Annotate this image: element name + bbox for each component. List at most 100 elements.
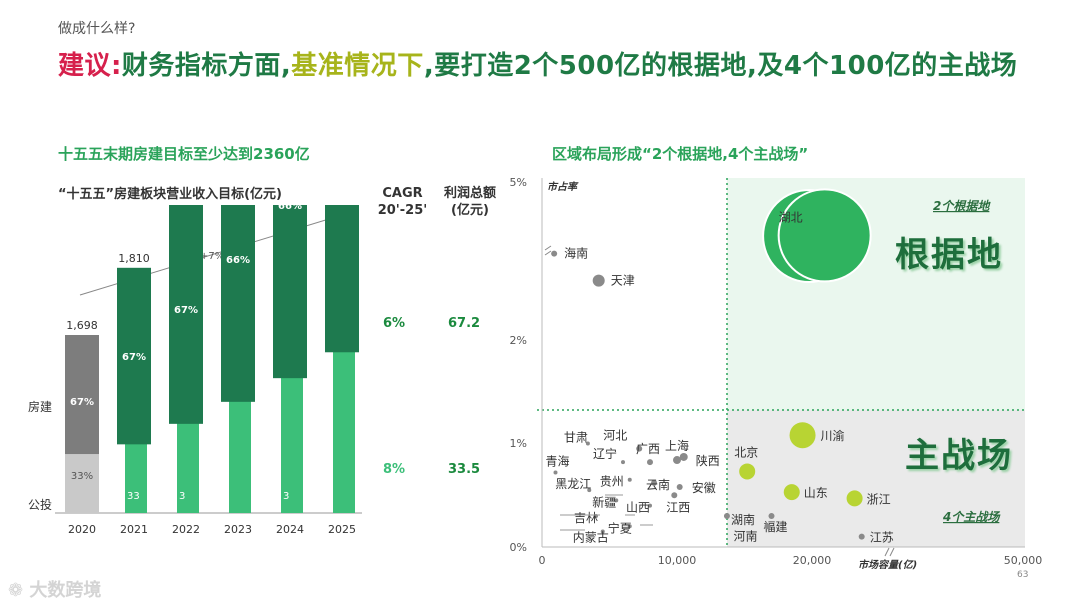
right-section-title: 区域布局形成“2个根据地,4个主战场” [552,145,809,163]
cagr-header: CAGR 20'-25' [377,186,428,218]
share-label-gongtou-2022: 3 [179,491,185,502]
point-北京 [739,463,756,480]
point-上海 [673,456,681,465]
point-label-湖北: 湖北 [779,209,803,224]
point-贵州 [627,477,632,482]
point-label-江苏: 江苏 [870,531,894,545]
point-label-山东: 山东 [804,486,828,500]
point-内蒙古 [600,529,605,534]
category-label-2024: 2024 [276,523,304,536]
x-tick-50,000: 50,000 [1004,554,1043,567]
point-label-福建: 福建 [764,519,788,534]
bar-fangjian-2022 [169,205,203,424]
point-宁夏 [627,524,632,529]
share-label-gongtou-2021: 33 [127,491,140,502]
point-label-海南: 海南 [564,246,588,261]
profit-value-2: 33.5 [448,462,481,477]
point-label-吉林: 吉林 [574,511,598,525]
y-tick-5%: 5% [510,176,527,189]
y-tick-0%: 0% [510,541,527,554]
headline-part4: ,要打造2个500亿的根据地,及4个100亿的主战场 [423,51,1018,81]
bar-fangjian-2021 [117,267,151,445]
point-河北 [636,445,643,452]
bar-chart: +7% 67%33%1,698202067%331,810202167%31,9… [55,205,362,536]
point-label-辽宁: 辽宁 [593,446,617,461]
point-label-江西: 江西 [666,500,690,514]
x-tick-10,000: 10,000 [658,554,697,567]
point-label-川渝: 川渝 [821,428,845,443]
x-axis-break [884,547,895,557]
point-label-宁夏: 宁夏 [608,520,632,535]
share-label-fangjian-2022: 67% [174,305,198,316]
point-青海 [553,470,558,475]
base-quadrant-label: 2个根据地 [933,199,991,213]
kicker-question: 做成什么样? [58,21,136,37]
point-陕西 [679,452,688,461]
share-label-fangjian-2021: 67% [122,352,146,363]
x-axis-title: 市场容量(亿) [858,559,917,571]
legend-fangjian: 房建 [28,400,53,414]
point-辽宁 [621,460,625,465]
headline: 建议:财务指标方面,基准情况下,要打造2个500亿的根据地,及4个100亿的主战… [58,48,1018,84]
point-label-贵州: 贵州 [600,475,624,489]
total-label-2021: 1,810 [118,252,150,265]
point-label-安徽: 安徽 [692,480,716,495]
headline-highlight: 基准情况下 [291,51,424,81]
share-label-gongtou-2020: 33% [71,471,93,482]
profit-value-1: 67.2 [448,316,481,331]
point-label-甘肃: 甘肃 [564,431,588,445]
y-tick-2%: 2% [510,334,527,347]
x-tick-20,000: 20,000 [793,554,832,567]
point-湖南 [723,512,730,519]
point-label-新疆: 新疆 [592,494,616,509]
y-axis-title: 市占率 [547,181,579,193]
point-安徽 [676,483,683,490]
legend-gongtou: 公投 [28,498,53,512]
point-label-广西: 广西 [636,442,660,456]
cagr-value-2: 8% [383,462,406,477]
category-label-2022: 2022 [172,523,200,536]
bar-fangjian-2025 [325,205,359,353]
profit-header: 利润总额 (亿元) [443,186,496,218]
point-河南 [764,523,771,530]
headline-part2: 财务指标方面, [121,51,292,81]
bar-fangjian-2023 [221,205,255,402]
point-福建 [768,512,775,519]
watermark: ❁ 大数跨境 [8,576,101,602]
category-label-2023: 2023 [224,523,252,536]
total-label-2020: 1,698 [66,319,98,332]
x-tick-0: 0 [539,554,546,567]
point-新疆 [614,498,619,503]
category-label-2025: 2025 [328,523,356,536]
point-黑龙江 [587,488,592,493]
headline-prefix: 建议: [58,51,122,81]
y-tick-1%: 1% [510,437,527,450]
category-label-2021: 2021 [120,523,148,536]
point-label-河北: 河北 [603,429,627,443]
bar-gongtou-2020 [65,454,99,513]
left-section-title: 十五五末期房建目标至少达到2360亿 [58,145,310,163]
cagr-value-1: 6% [383,316,406,331]
field-big-label: 主战场 [905,436,1013,476]
point-湖北 [777,188,872,283]
share-label-fangjian-2023: 66% [226,255,250,266]
point-label-浙江: 浙江 [867,492,891,506]
watermark-text: 大数跨境 [29,580,102,601]
bar-fangjian-2020 [65,335,99,455]
scatter-chart: 市占率 市场容量(亿) 2个根据地 4个主战场 63 0 10,000 20,000… [510,176,1043,580]
point-label-陕西: 陕西 [696,453,720,468]
share-label-fangjian-2024: 66% [278,205,302,212]
point-江苏 [858,533,865,540]
growth-label: +7% [200,251,224,262]
point-甘肃 [585,441,590,446]
point-label-青海: 青海 [546,453,570,468]
point-label-内蒙古: 内蒙古 [573,529,609,544]
share-label-gongtou-2024: 3 [283,491,289,502]
bar-chart-title: “十五五”房建板块营业收入目标(亿元) [58,187,282,202]
point-广西 [647,459,653,466]
point-label-山西: 山西 [626,501,650,515]
point-label-黑龙江: 黑龙江 [555,477,591,491]
page-number: 63 [1017,570,1028,580]
bar-fangjian-2024 [273,205,307,379]
point-label-云南: 云南 [646,477,670,492]
